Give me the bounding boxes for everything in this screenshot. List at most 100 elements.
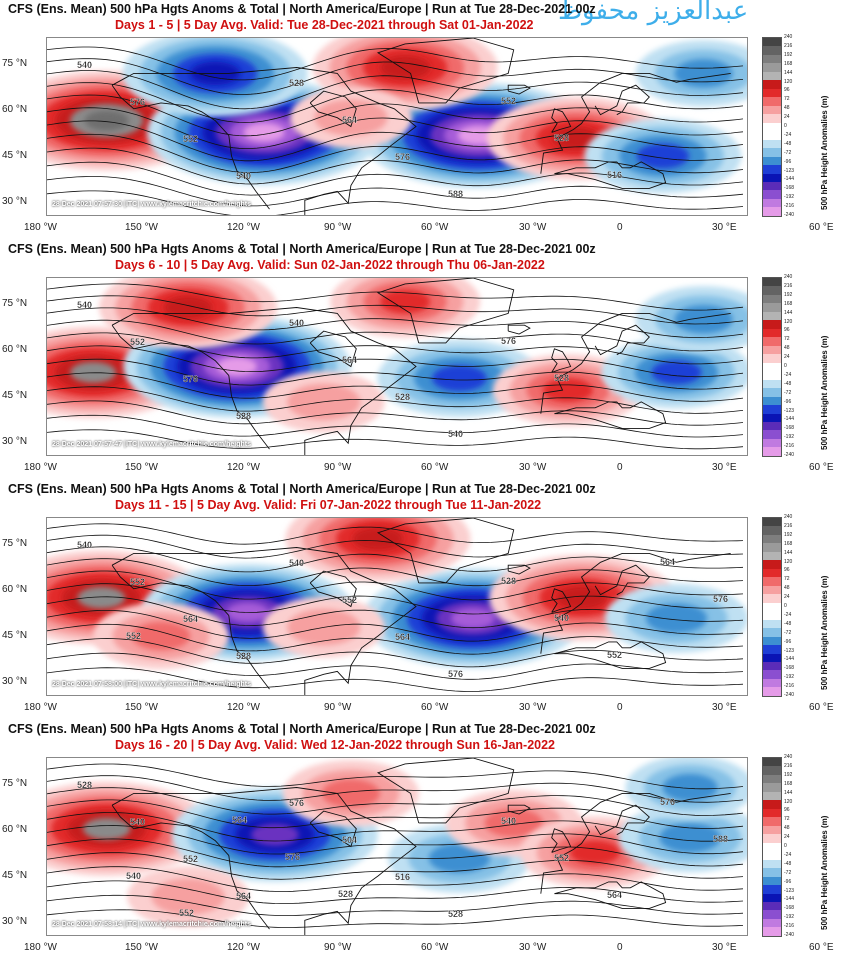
colorbar-segment	[763, 46, 781, 55]
coastline	[376, 278, 515, 344]
colorbar-level: -123	[784, 407, 795, 414]
lon-label: 30 °W	[519, 462, 547, 473]
anomaly-blob	[321, 779, 381, 808]
contour-label: 528	[289, 78, 304, 88]
colorbar-level: -72	[784, 629, 792, 636]
anomaly-map-svg: 540 576 552 540 528 564 576 588 552 528 516	[47, 38, 747, 215]
colorbar-segment	[763, 379, 781, 389]
coastline	[507, 84, 531, 95]
colorbar-segment	[763, 320, 781, 329]
colorbar-level: 192	[784, 771, 793, 778]
contour-label: 552	[554, 853, 569, 863]
contour-label: 540	[77, 540, 92, 550]
coastline	[111, 324, 230, 376]
anomaly-blob	[352, 526, 404, 551]
anomaly-blob	[674, 59, 733, 88]
anomaly-blob	[428, 843, 491, 874]
colorbar-level: -24	[784, 371, 792, 378]
colorbar	[762, 517, 782, 697]
panel-title: CFS (Ens. Mean) 500 hPa Hgts Anoms & Tot…	[8, 482, 596, 496]
lon-label: 120 °W	[227, 462, 260, 473]
lon-label: 180 °W	[24, 222, 57, 233]
contour-label: 528	[338, 889, 353, 899]
colorbar-level: -96	[784, 158, 792, 165]
colorbar-segment	[763, 868, 781, 877]
lon-label: 0	[617, 462, 623, 473]
anomaly-blob	[251, 823, 299, 846]
lon-label: 150 °W	[125, 942, 158, 953]
colorbar-segment	[763, 783, 781, 792]
lat-label: 75 °N	[2, 778, 28, 790]
coastline	[551, 108, 572, 133]
anomaly-blob	[645, 603, 708, 634]
colorbar-title: 500 hPa Height Anomalies (m)	[820, 815, 829, 930]
contour-line	[47, 763, 744, 790]
contour-line	[47, 58, 744, 95]
contour-line	[47, 880, 744, 904]
colorbar-segment	[763, 328, 781, 338]
coastline	[376, 758, 515, 824]
lat-label: 75 °N	[2, 298, 28, 310]
contour-label: 528	[554, 373, 569, 383]
colorbar-level: -24	[784, 611, 792, 618]
contour-label: 528	[236, 651, 251, 661]
colorbar-segment	[763, 678, 781, 688]
colorbar-segment	[763, 661, 781, 671]
colorbar-level: 216	[784, 762, 793, 769]
map-timestamp: 28 Dec 2021 07:57:47 |ITC| www.kylemacri…	[52, 441, 251, 448]
colorbar-segment	[763, 337, 781, 346]
contour-line	[47, 838, 744, 868]
colorbar-level: 24	[784, 834, 790, 841]
colorbar-level: 168	[784, 780, 793, 787]
contour-label: 564	[395, 632, 410, 642]
colorbar-segment	[763, 628, 781, 637]
lon-label: 30 °E	[712, 462, 737, 473]
lon-label: 150 °W	[125, 222, 158, 233]
colorbar-level: 120	[784, 318, 793, 325]
colorbar-segment	[763, 139, 781, 149]
anomaly-map-svg: 540 552 564 528 540 552 564 576 528 540 552 564 576 5…	[47, 518, 747, 695]
colorbar-level: 120	[784, 558, 793, 565]
colorbar-level: -240	[784, 692, 795, 698]
contour-line	[47, 46, 744, 81]
colorbar-level: -216	[784, 203, 795, 210]
colorbar-segment	[763, 551, 781, 561]
colorbar-segment	[763, 286, 781, 295]
contour-label: 528	[501, 576, 516, 586]
lon-label: 0	[617, 942, 623, 953]
contour-label: 576	[713, 594, 728, 604]
colorbar-level: 48	[784, 105, 790, 112]
colorbar-segment	[763, 97, 781, 106]
contour-line	[47, 120, 744, 162]
contour-line	[47, 345, 744, 378]
contour-line	[47, 107, 744, 149]
colorbar-level: -144	[784, 416, 795, 423]
lon-label: 60 °E	[809, 462, 834, 473]
lon-label: 30 °W	[519, 702, 547, 713]
contour-line	[47, 894, 744, 916]
coastline	[551, 588, 572, 613]
colorbar-segment	[763, 105, 781, 115]
height-contours	[47, 523, 744, 692]
lon-label: 60 °E	[809, 702, 834, 713]
panel-subtitle: Days 6 - 10 | 5 Day Avg. Valid: Sun 02-J…	[115, 258, 545, 272]
colorbar-level: -168	[784, 185, 795, 192]
colorbar-level: -216	[784, 443, 795, 450]
contour-label: 540	[554, 613, 569, 623]
contour-line	[47, 190, 744, 215]
colorbar-segment	[763, 181, 781, 191]
colorbar-level: 144	[784, 549, 793, 556]
anomaly-blob	[84, 110, 129, 131]
colorbar-level: 192	[784, 291, 793, 298]
lat-label: 30 °N	[2, 916, 28, 928]
forecast-panel: CFS (Ens. Mean) 500 hPa Hgts Anoms & Tot…	[0, 0, 841, 240]
colorbar-title: 500 hPa Height Anomalies (m)	[820, 95, 829, 210]
colorbar-level: -72	[784, 149, 792, 156]
colorbar-segment	[763, 645, 781, 654]
contour-line	[47, 319, 744, 352]
colorbar-segment	[763, 388, 781, 397]
coastline	[594, 84, 650, 116]
colorbar-segment	[763, 758, 781, 767]
colorbar-level: 0	[784, 603, 787, 609]
colorbar-level: -240	[784, 452, 795, 458]
